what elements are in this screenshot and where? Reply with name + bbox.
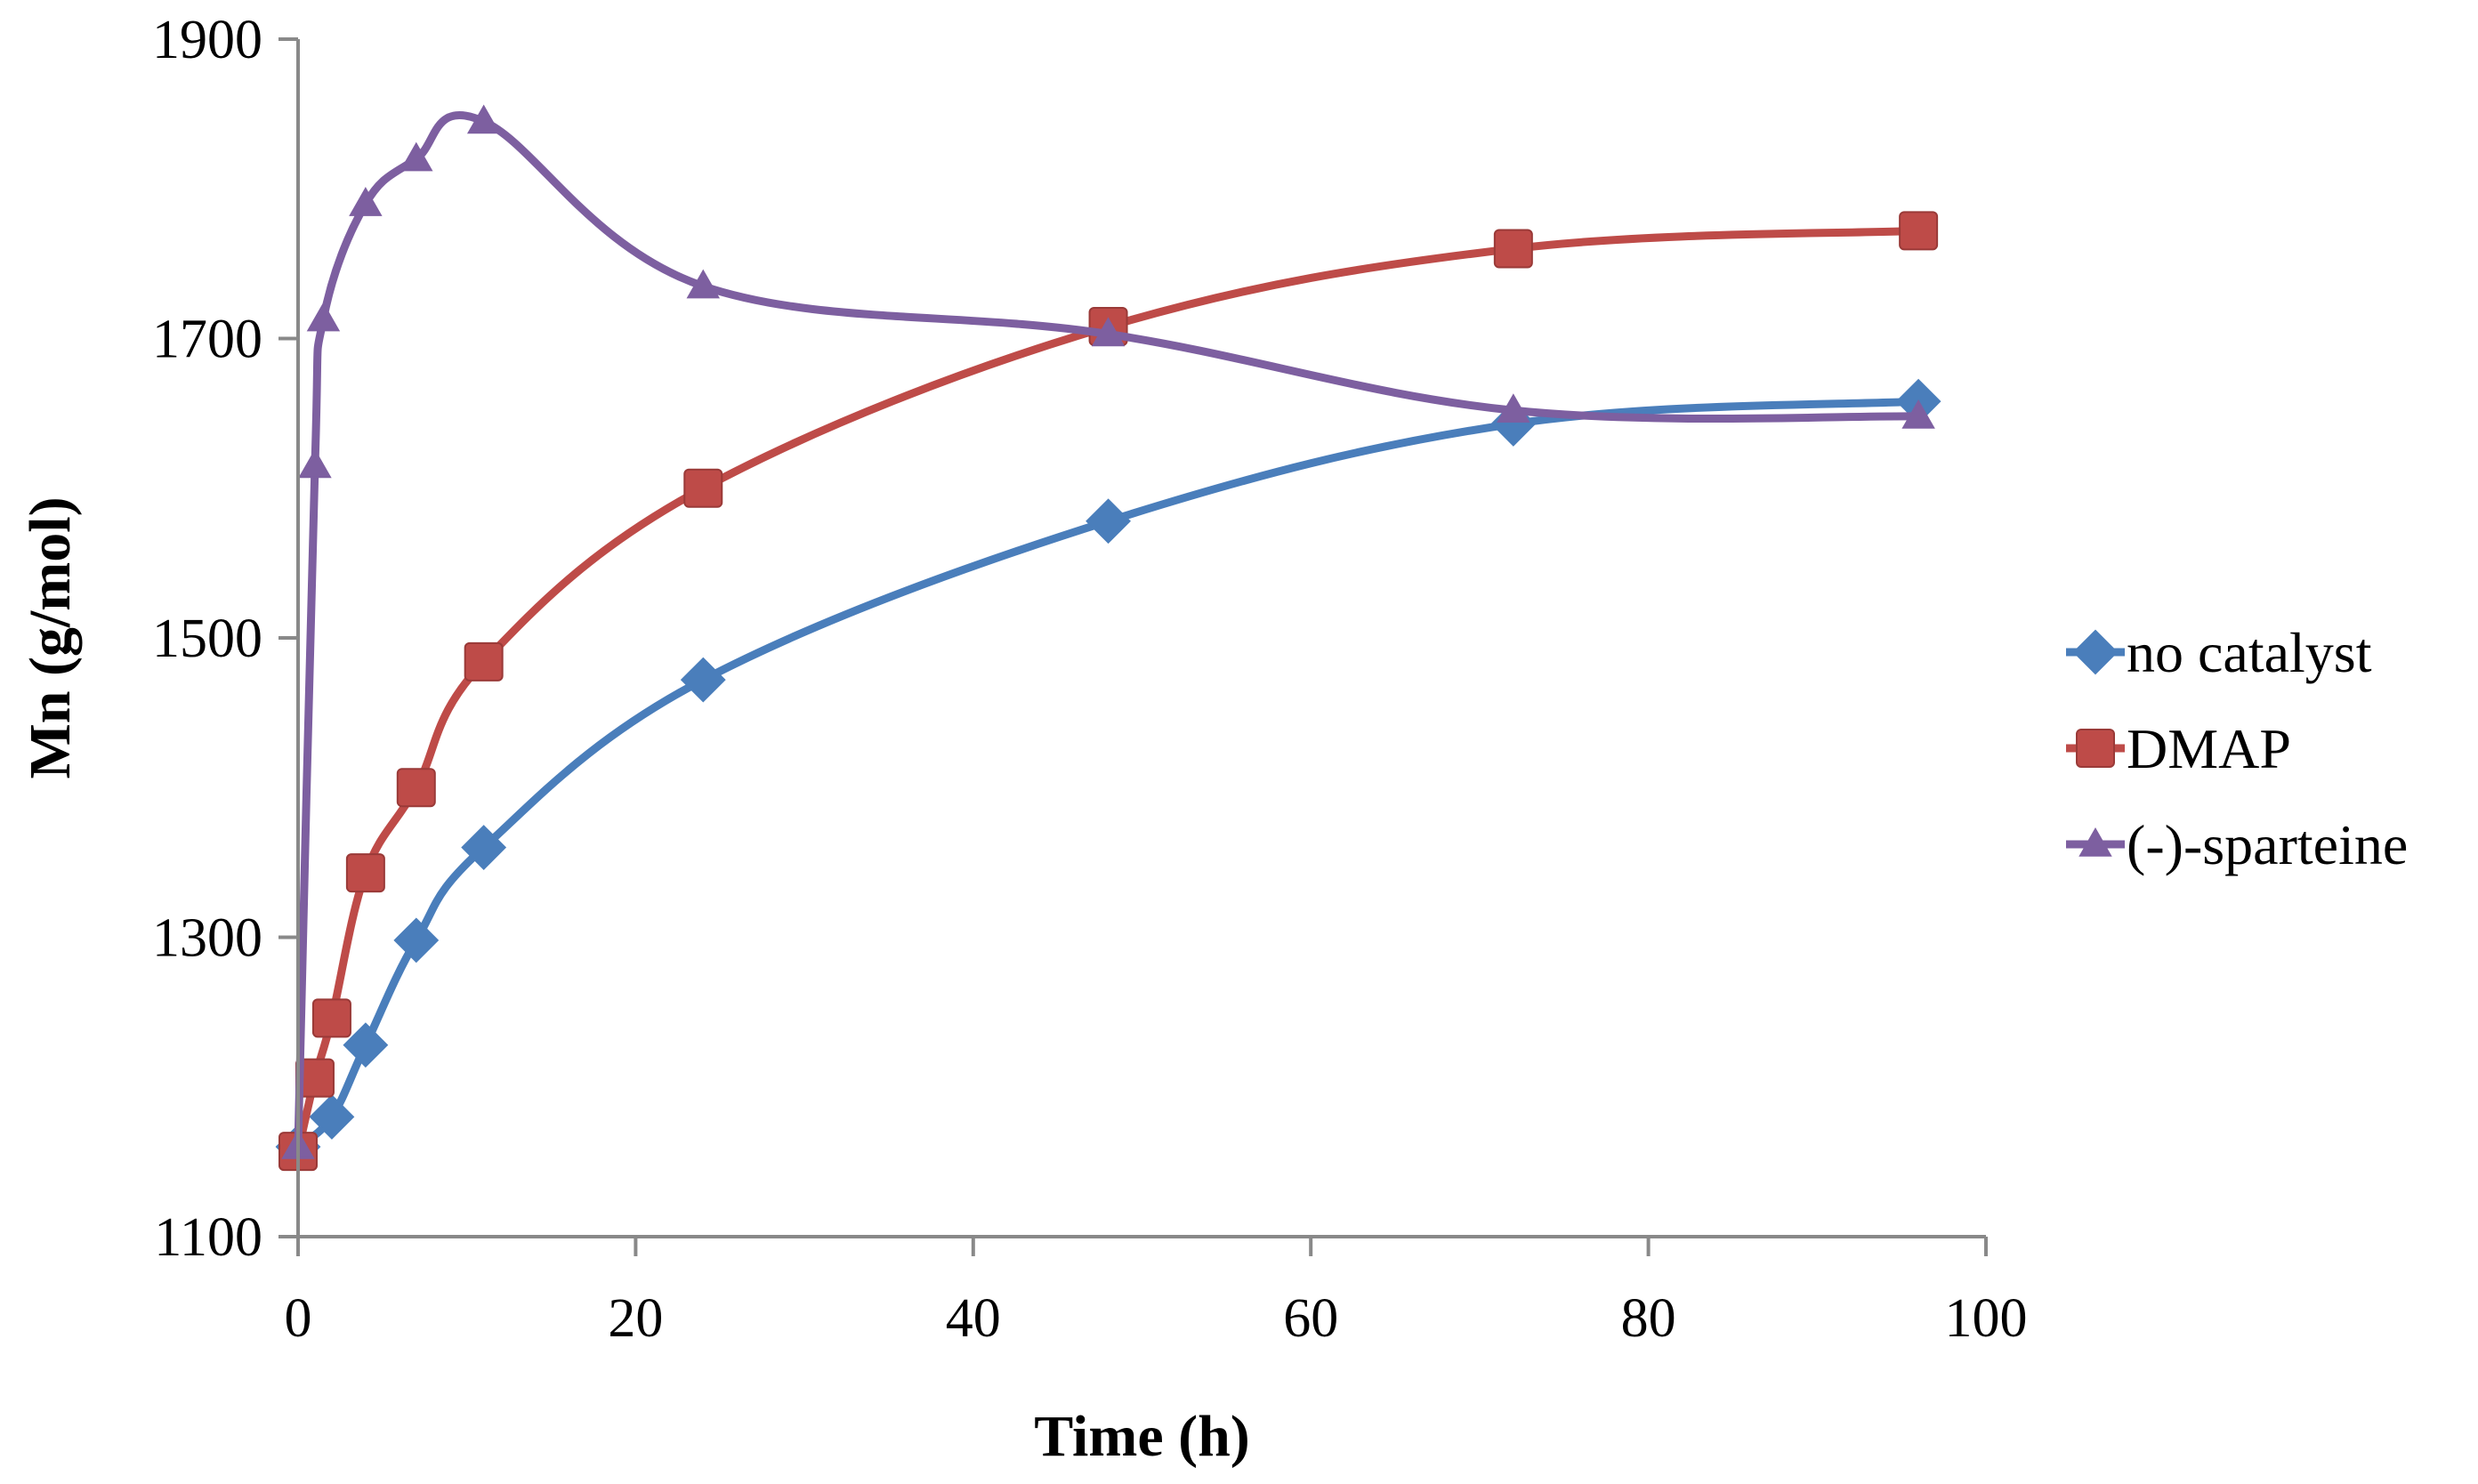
y-tick-label: 1900 [152, 10, 262, 70]
legend-marker [2078, 827, 2112, 857]
x-tick-label: 80 [1621, 1288, 1676, 1349]
legend-label: DMAP [2127, 717, 2291, 780]
legend-label: (-)-sparteine [2127, 813, 2408, 876]
data-point [1497, 393, 1530, 423]
legend-marker [2076, 729, 2115, 768]
y-tick-label: 1300 [152, 908, 262, 969]
data-point [683, 468, 723, 508]
series-line [294, 111, 1923, 1151]
y-axis-title: Mn (g/mol) [18, 496, 83, 778]
series-1 [278, 211, 1939, 1172]
x-tick-label: 0 [285, 1288, 312, 1349]
data-point [680, 657, 726, 703]
x-tick-label: 100 [1945, 1288, 2028, 1349]
x-tick-label: 60 [1283, 1288, 1338, 1349]
y-tick-label: 1700 [152, 310, 262, 370]
data-point [393, 917, 440, 964]
x-tick-label: 40 [946, 1288, 1001, 1349]
data-point [464, 641, 504, 682]
data-point [298, 448, 332, 479]
axes: Time (h) Mn (g/mol) 1100 1300 1500 1700 1900… [18, 10, 2028, 1469]
data-point [1493, 229, 1533, 269]
data-point [309, 1093, 355, 1140]
legend-label: no catalyst [2127, 621, 2372, 684]
data-point [396, 768, 436, 808]
data-point [1086, 498, 1131, 544]
legend-item: DMAP [2066, 717, 2291, 780]
data-point [311, 998, 351, 1038]
data-point [466, 104, 501, 134]
data-point [306, 302, 341, 332]
legend-item: no catalyst [2066, 621, 2372, 684]
legend-item: (-)-sparteine [2066, 813, 2408, 876]
data-point [686, 269, 721, 299]
data-point [1901, 399, 1935, 429]
y-tick-label: 1500 [152, 609, 262, 669]
data-point [345, 853, 385, 893]
data-point [400, 141, 433, 172]
data-point [1091, 317, 1126, 347]
series-2 [281, 104, 1935, 1159]
x-axis-title: Time (h) [1034, 1404, 1250, 1469]
series-0 [275, 378, 1941, 1170]
series-line [294, 226, 1923, 1156]
plot-area [275, 104, 1941, 1172]
legend: no catalyst DMAP (-)-sparteine [2066, 621, 2408, 876]
y-tick-label: 1100 [154, 1207, 262, 1268]
data-point [349, 187, 383, 216]
data-point [1899, 211, 1939, 251]
data-point [461, 825, 507, 870]
legend-marker [2072, 629, 2119, 675]
data-point [343, 1022, 389, 1069]
x-tick-label: 20 [608, 1288, 663, 1349]
